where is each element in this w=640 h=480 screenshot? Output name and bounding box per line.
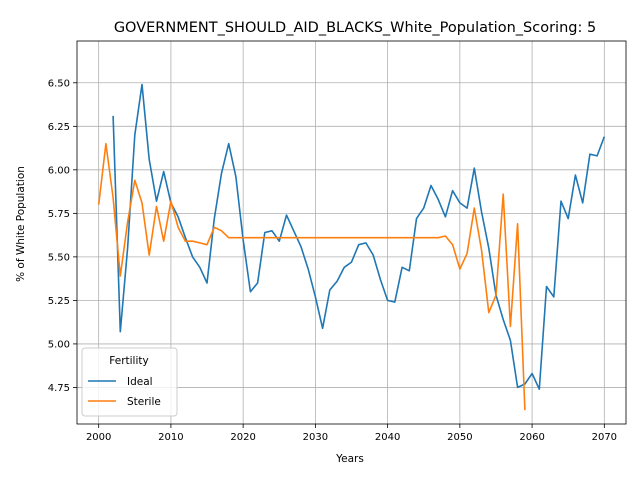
y-tick-label: 6.25 [48,122,70,133]
legend-label-ideal: Ideal [127,376,153,388]
x-axis-ticks: 2000 2010 2020 2030 2040 2050 2060 2070 [86,424,617,443]
series-lines [97,83,606,411]
x-tick-label: 2030 [303,432,328,443]
x-tick-label: 2060 [519,432,544,443]
x-tick-label: 2040 [375,432,400,443]
x-axis-label: Years [335,453,364,465]
legend-label-sterile: Sterile [127,396,161,408]
chart-title: GOVERNMENT_SHOULD_AID_BLACKS_White_Popul… [114,20,596,36]
plot-frame [76,40,627,425]
y-tick-label: 5.25 [48,296,70,307]
x-tick-label: 2050 [447,432,472,443]
legend-title: Fertility [109,355,148,367]
y-tick-label: 5.00 [48,339,70,350]
x-tick-label: 2010 [158,432,183,443]
y-tick-label: 4.75 [48,383,70,394]
x-tick-label: 2020 [230,432,255,443]
series-line-ideal [112,83,606,391]
y-axis-ticks: 4.75 5.00 5.25 5.50 5.75 6.00 6.25 6.50 [48,78,77,394]
y-tick-label: 5.50 [48,252,70,263]
y-tick-label: 6.00 [48,165,70,176]
legend-box [81,347,178,417]
series-line-sterile [97,142,526,411]
y-tick-label: 5.75 [48,209,70,220]
y-axis-label: % of White Population [15,166,27,282]
legend: Fertility Ideal Sterile [81,347,178,417]
x-tick-label: 2000 [86,432,111,443]
y-tick-label: 6.50 [48,78,70,89]
x-tick-label: 2070 [592,432,617,443]
